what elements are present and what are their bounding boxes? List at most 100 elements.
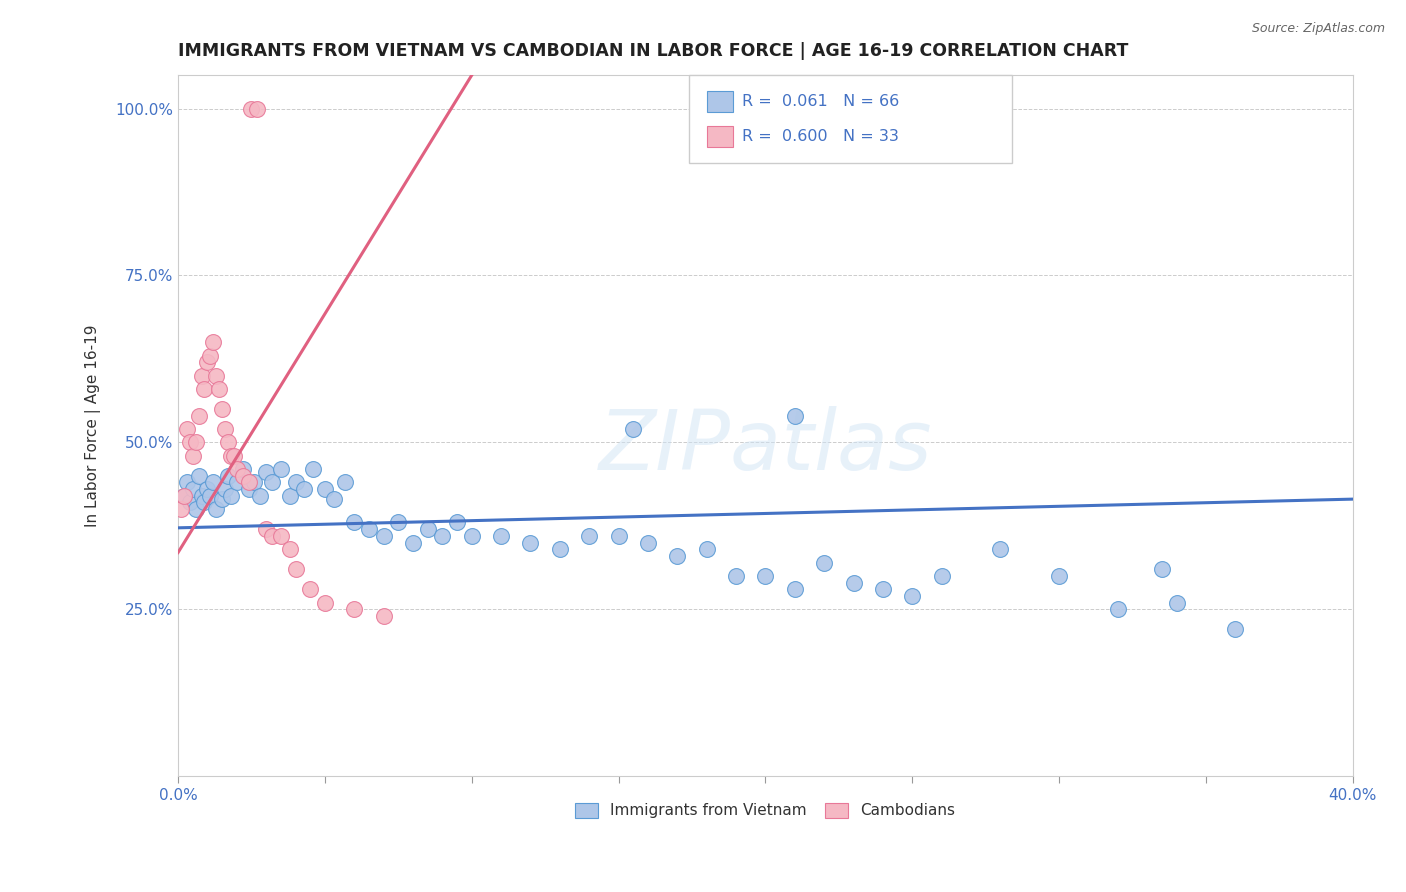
- Text: R =  0.600   N = 33: R = 0.600 N = 33: [742, 128, 898, 144]
- Point: [170, 502, 193, 516]
- Point: [343, 602, 366, 616]
- Point: [260, 475, 283, 490]
- Point: [208, 382, 231, 396]
- Point: [205, 368, 228, 383]
- Point: [314, 482, 336, 496]
- Point: [489, 529, 512, 543]
- Point: [179, 435, 201, 450]
- Point: [254, 522, 277, 536]
- Point: [181, 482, 204, 496]
- FancyBboxPatch shape: [689, 75, 1012, 163]
- Point: [184, 435, 207, 450]
- Text: ZIPatlas: ZIPatlas: [599, 406, 932, 487]
- Point: [240, 102, 263, 116]
- Point: [193, 382, 215, 396]
- Point: [202, 475, 225, 490]
- Point: [190, 368, 212, 383]
- Point: [278, 489, 301, 503]
- Text: Source: ZipAtlas.com: Source: ZipAtlas.com: [1251, 22, 1385, 36]
- Point: [842, 575, 865, 590]
- Point: [200, 489, 222, 503]
- Point: [416, 522, 439, 536]
- Point: [988, 542, 1011, 557]
- Point: [232, 468, 254, 483]
- Point: [222, 449, 245, 463]
- Text: R =  0.061   N = 66: R = 0.061 N = 66: [742, 95, 900, 110]
- Point: [1107, 602, 1129, 616]
- Point: [696, 542, 718, 557]
- Point: [214, 422, 236, 436]
- Point: [373, 529, 395, 543]
- Point: [1047, 569, 1070, 583]
- Point: [621, 422, 644, 436]
- Point: [872, 582, 894, 597]
- Point: [238, 482, 260, 496]
- Point: [249, 489, 271, 503]
- Point: [373, 609, 395, 624]
- Point: [387, 516, 409, 530]
- Point: [578, 529, 600, 543]
- Point: [666, 549, 689, 563]
- Point: [1150, 562, 1173, 576]
- Point: [314, 596, 336, 610]
- Point: [232, 462, 254, 476]
- Point: [190, 489, 212, 503]
- Point: [446, 516, 468, 530]
- Point: [901, 589, 924, 603]
- Point: [217, 435, 239, 450]
- Point: [246, 102, 269, 116]
- Point: [173, 489, 195, 503]
- Point: [335, 475, 357, 490]
- Point: [519, 535, 541, 549]
- Text: IMMIGRANTS FROM VIETNAM VS CAMBODIAN IN LABOR FORCE | AGE 16-19 CORRELATION CHAR: IMMIGRANTS FROM VIETNAM VS CAMBODIAN IN …: [179, 42, 1129, 60]
- Point: [176, 422, 198, 436]
- Point: [284, 475, 307, 490]
- Point: [548, 542, 571, 557]
- Point: [637, 535, 659, 549]
- Point: [754, 569, 776, 583]
- Point: [181, 449, 204, 463]
- Point: [197, 355, 219, 369]
- Point: [217, 468, 239, 483]
- FancyBboxPatch shape: [707, 126, 733, 146]
- Point: [211, 492, 233, 507]
- Point: [607, 529, 630, 543]
- Point: [292, 482, 315, 496]
- Y-axis label: In Labor Force | Age 16-19: In Labor Force | Age 16-19: [86, 325, 101, 527]
- Point: [270, 462, 292, 476]
- Point: [402, 535, 425, 549]
- Point: [432, 529, 454, 543]
- Point: [184, 502, 207, 516]
- Point: [211, 402, 233, 417]
- Point: [284, 562, 307, 576]
- Point: [214, 482, 236, 496]
- Point: [270, 529, 292, 543]
- Point: [1225, 622, 1247, 636]
- Point: [225, 475, 247, 490]
- Point: [302, 462, 325, 476]
- Point: [783, 409, 806, 423]
- Point: [197, 482, 219, 496]
- Point: [219, 489, 242, 503]
- Point: [724, 569, 747, 583]
- Point: [322, 492, 344, 507]
- FancyBboxPatch shape: [707, 91, 733, 112]
- Legend: Immigrants from Vietnam, Cambodians: Immigrants from Vietnam, Cambodians: [569, 797, 962, 824]
- Point: [254, 466, 277, 480]
- Point: [187, 468, 209, 483]
- Point: [357, 522, 380, 536]
- Point: [187, 409, 209, 423]
- Point: [202, 335, 225, 350]
- Point: [225, 462, 247, 476]
- Point: [238, 475, 260, 490]
- Point: [193, 495, 215, 509]
- Point: [173, 489, 195, 503]
- Point: [243, 475, 266, 490]
- Point: [176, 475, 198, 490]
- Point: [200, 349, 222, 363]
- Point: [205, 502, 228, 516]
- Point: [260, 529, 283, 543]
- Point: [1166, 596, 1188, 610]
- Point: [813, 556, 835, 570]
- Point: [461, 529, 484, 543]
